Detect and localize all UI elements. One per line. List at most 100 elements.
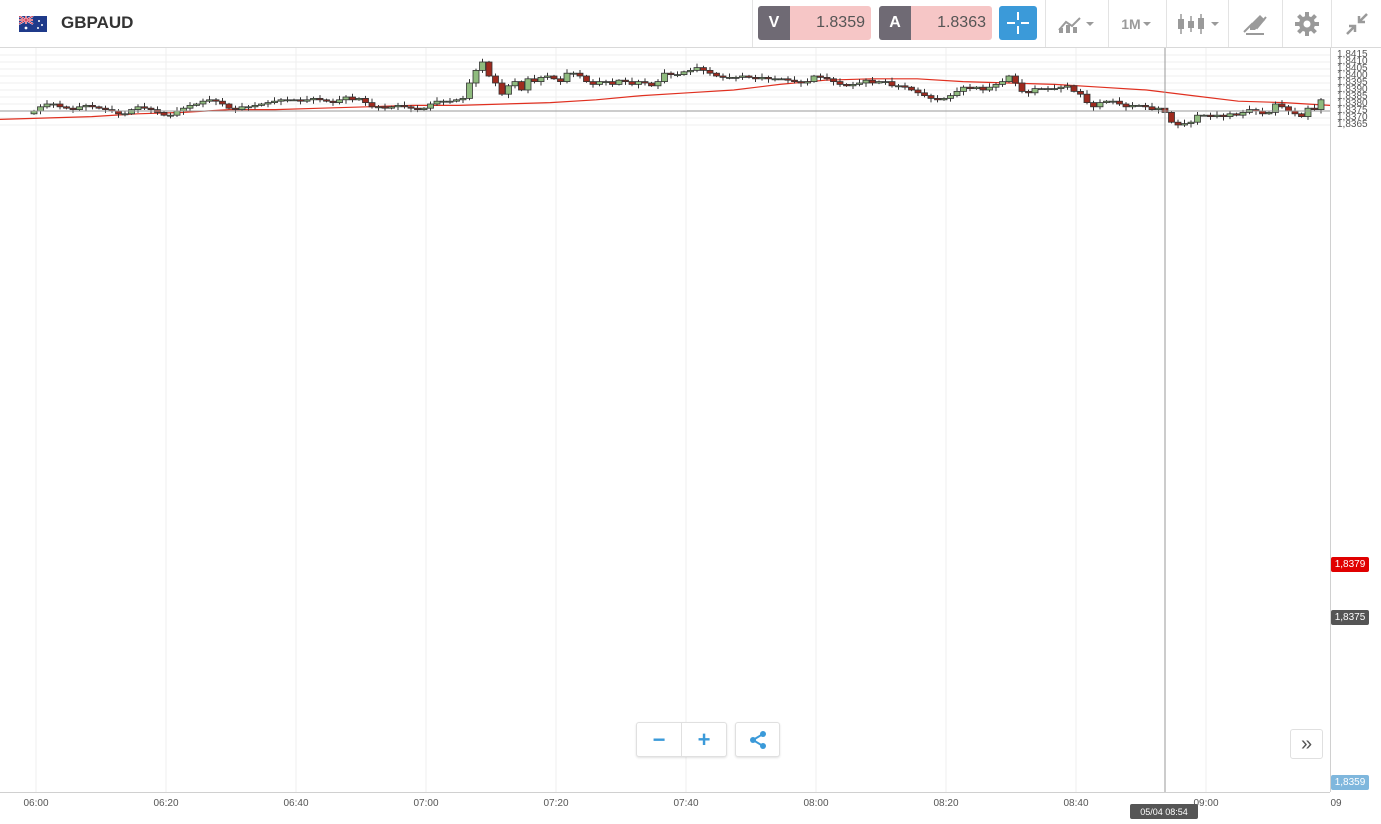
candle-body [927, 95, 935, 99]
settings-button[interactable] [1283, 0, 1330, 47]
candle [76, 102, 83, 112]
candle [310, 96, 317, 104]
current-price-badge: 1,8379 [1331, 557, 1369, 572]
candle [784, 76, 792, 84]
candle-body [615, 79, 623, 85]
candle-body [1129, 105, 1136, 108]
candle-body [518, 81, 525, 91]
candle [888, 77, 896, 88]
crosshair-button[interactable] [999, 6, 1037, 40]
candle [485, 60, 493, 78]
candle [121, 110, 129, 117]
gb-au-flag-icon [19, 16, 47, 32]
candle [1272, 101, 1279, 116]
candle-style-button[interactable] [1167, 0, 1227, 47]
candle [251, 102, 259, 110]
candle-body [843, 84, 850, 87]
candle-body [531, 78, 538, 82]
candle [297, 97, 304, 105]
candle-body [258, 103, 265, 106]
ask-price-button[interactable]: A 1.8363 [879, 6, 992, 40]
candle [381, 103, 389, 111]
candle [446, 97, 454, 104]
candle [739, 72, 746, 80]
candle-body [290, 99, 298, 102]
candle-body [557, 78, 564, 82]
zoom-out-button[interactable]: − [637, 723, 682, 756]
candle-body [667, 72, 675, 76]
timeframe-button[interactable]: 1M [1109, 0, 1165, 47]
candle [641, 78, 649, 86]
candle [82, 103, 90, 111]
candle-body [1304, 107, 1312, 118]
candle [1285, 104, 1292, 115]
candle-body [1051, 88, 1058, 90]
candle-body [1005, 75, 1013, 82]
candle-body [1031, 88, 1039, 94]
candle-body [199, 100, 207, 105]
candle-body [680, 71, 688, 75]
x-tick-label: 08:20 [933, 798, 959, 809]
candle-body [167, 114, 174, 117]
candle-body [219, 100, 226, 105]
candle [1064, 82, 1071, 90]
candle [622, 77, 629, 85]
grid-lines [0, 48, 1330, 792]
candle [472, 68, 480, 87]
candle [193, 102, 200, 107]
share-button[interactable] [735, 722, 780, 757]
candle [349, 93, 356, 103]
drawing-tools-icon [1243, 14, 1267, 35]
candle [206, 95, 213, 104]
candle-body [563, 72, 571, 83]
candle [758, 73, 766, 81]
candle-body [160, 112, 168, 116]
candle [329, 98, 337, 106]
candle-body [336, 99, 343, 103]
timeframe-label: 1M [1121, 15, 1141, 32]
candle [1181, 119, 1188, 127]
candle-body [63, 106, 70, 109]
candle-body [706, 69, 714, 74]
candle [804, 78, 811, 86]
candle-body [940, 98, 948, 101]
y-tick-label: 1,8400 [1337, 70, 1368, 81]
candle-body [1064, 85, 1071, 88]
candle-body [368, 102, 376, 108]
candle-body [427, 103, 434, 109]
candle-body [602, 81, 610, 83]
candle-body [297, 99, 304, 102]
candle-body [654, 81, 662, 87]
candle-body [362, 98, 369, 104]
x-tick-label: 07:40 [673, 798, 699, 809]
candle [1122, 102, 1130, 111]
candle [284, 96, 291, 103]
chart-type-button[interactable] [1046, 0, 1106, 47]
y-tick-label: 1,8405 [1337, 63, 1368, 74]
candle [563, 69, 571, 84]
candle [947, 93, 954, 102]
candle [1070, 84, 1078, 93]
price-axis[interactable] [1330, 48, 1381, 792]
bid-price-button[interactable]: V 1.8359 [758, 6, 871, 40]
candle-body [193, 103, 200, 106]
candle-body [622, 79, 629, 83]
collapse-button[interactable] [1332, 0, 1381, 47]
candle-body [719, 75, 727, 78]
candle [43, 100, 51, 109]
candle [459, 95, 467, 104]
candle [882, 79, 889, 85]
drawing-tools-button[interactable] [1229, 0, 1281, 47]
zoom-in-button[interactable]: + [697, 726, 711, 752]
candle-body [186, 105, 194, 109]
time-axis[interactable] [0, 792, 1330, 824]
candle [89, 102, 96, 110]
candle [453, 98, 460, 103]
candle-body [1239, 112, 1247, 116]
candle-body [388, 106, 395, 109]
candle [342, 95, 350, 104]
candle-body [206, 99, 213, 102]
scroll-to-latest-button[interactable]: » [1290, 729, 1323, 759]
price-plot[interactable] [0, 48, 1330, 792]
candle [797, 79, 805, 87]
